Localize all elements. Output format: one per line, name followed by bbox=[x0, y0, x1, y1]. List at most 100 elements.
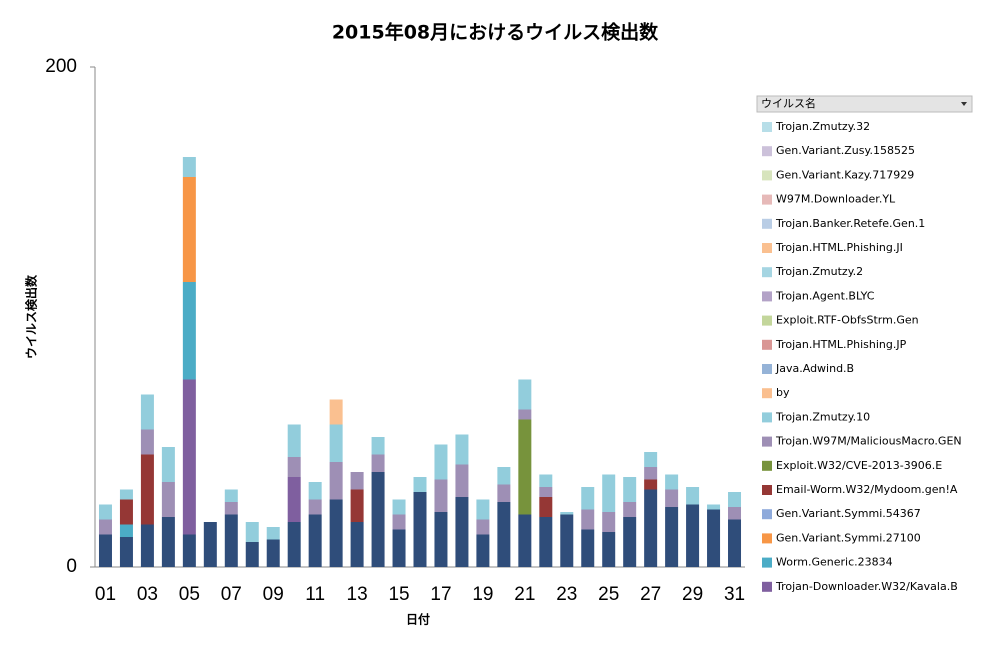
bar-segment bbox=[392, 529, 406, 567]
bar-segment bbox=[665, 489, 679, 507]
legend-label: by bbox=[776, 386, 790, 399]
legend-label: Exploit.W32/CVE-2013-3906.E bbox=[776, 459, 942, 472]
bar-segment bbox=[140, 394, 154, 430]
legend-label: Java.Adwind.B bbox=[775, 362, 854, 375]
legend-label: Trojan-Downloader.W32/Kavala.B bbox=[775, 580, 958, 593]
legend-label: Gen.Variant.Zusy.158525 bbox=[776, 144, 915, 157]
legend-swatch bbox=[762, 364, 772, 374]
bar-segment bbox=[413, 492, 427, 567]
bar-segment bbox=[308, 514, 322, 567]
legend-label: Exploit.RTF-ObfsStrm.Gen bbox=[776, 314, 919, 327]
x-tick-label: 15 bbox=[388, 584, 409, 605]
x-tick-label: 09 bbox=[263, 584, 284, 605]
bar-segment bbox=[182, 534, 196, 567]
bar-segment bbox=[539, 487, 553, 497]
legend-label: Trojan.HTML.Phishing.JI bbox=[775, 241, 903, 254]
bar-segment bbox=[476, 534, 490, 567]
y-tick-label: 200 bbox=[45, 56, 77, 77]
bar-segment bbox=[560, 514, 574, 567]
bar-segment bbox=[371, 454, 385, 472]
bar-segment bbox=[581, 487, 595, 510]
bar-segment bbox=[518, 514, 532, 567]
legend-label: Gen.Variant.Symmi.27100 bbox=[776, 531, 921, 544]
bar-segment bbox=[245, 522, 259, 542]
legend-label: Email-Worm.W32/Mydoom.gen!A bbox=[776, 483, 958, 496]
legend-title: ウイルス名 bbox=[761, 96, 816, 110]
bar-segment bbox=[245, 542, 259, 567]
bar-segment bbox=[308, 482, 322, 500]
bar-segment bbox=[644, 479, 658, 490]
legend-swatch bbox=[762, 315, 772, 326]
bar-segment bbox=[140, 429, 154, 455]
bar-segment bbox=[518, 379, 532, 410]
bar-segment bbox=[728, 492, 742, 507]
bar-segment bbox=[455, 434, 469, 465]
bar-segment bbox=[287, 424, 301, 457]
legend-swatch bbox=[762, 218, 772, 229]
bar-segment bbox=[581, 509, 595, 530]
legend-header[interactable] bbox=[756, 95, 973, 113]
bar-segment bbox=[434, 444, 448, 480]
x-tick-label: 23 bbox=[556, 584, 577, 605]
legend-label: W97M.Downloader.YL bbox=[776, 193, 896, 206]
bar-segment bbox=[728, 519, 742, 567]
legend-swatch bbox=[762, 581, 772, 592]
legend-label: Trojan.Zmutzy.10 bbox=[775, 410, 870, 423]
bar-segment bbox=[518, 419, 532, 515]
legend-swatch bbox=[762, 436, 772, 447]
x-tick-label: 11 bbox=[305, 584, 325, 605]
bar-segment bbox=[266, 539, 280, 567]
legend-swatch bbox=[762, 243, 772, 253]
x-tick-label: 17 bbox=[430, 584, 451, 605]
legend-swatch bbox=[762, 291, 772, 302]
legend-swatch bbox=[762, 509, 772, 520]
bar-segment bbox=[413, 477, 427, 492]
bar-segment bbox=[119, 489, 133, 500]
bar-segment bbox=[287, 522, 301, 567]
legend-swatch bbox=[762, 122, 772, 132]
bar-segment bbox=[161, 482, 175, 517]
bar-segment bbox=[686, 487, 700, 505]
x-tick-label: 13 bbox=[347, 584, 368, 605]
legend-label: Gen.Variant.Kazy.717929 bbox=[776, 168, 914, 181]
legend-swatch bbox=[762, 485, 772, 495]
legend-label: Trojan.W97M/MaliciousMacro.GEN bbox=[775, 435, 962, 448]
legend-swatch bbox=[762, 194, 772, 205]
legend-label: Trojan.Agent.BLYC bbox=[775, 289, 875, 302]
bar-segment bbox=[119, 499, 133, 525]
bar-segment bbox=[203, 522, 217, 567]
x-tick-label: 19 bbox=[472, 584, 493, 605]
bar-segment bbox=[602, 532, 616, 567]
bar-segment bbox=[161, 517, 175, 567]
legend-label: Trojan.HTML.Phishing.JP bbox=[775, 338, 907, 351]
legend-swatch bbox=[762, 388, 772, 399]
bar-segment bbox=[329, 499, 343, 567]
legend-swatch bbox=[762, 460, 772, 471]
y-axis-label: ウイルス検出数 bbox=[24, 274, 39, 359]
legend-swatch bbox=[762, 339, 772, 350]
chart-title: 2015年08月におけるウイルス検出数 bbox=[332, 21, 659, 44]
bar-segment bbox=[476, 499, 490, 520]
bar-segment bbox=[350, 522, 364, 567]
bar-segment bbox=[623, 502, 637, 517]
x-tick-label: 01 bbox=[95, 584, 116, 605]
legend-swatch bbox=[762, 267, 772, 278]
bar-segment bbox=[455, 464, 469, 497]
bar-segment bbox=[539, 474, 553, 487]
bar-segment bbox=[182, 157, 196, 177]
bar-segment bbox=[434, 479, 448, 512]
bar-segment bbox=[476, 519, 490, 535]
x-tick-label: 05 bbox=[179, 584, 200, 605]
bar-segment bbox=[665, 474, 679, 490]
bar-segment bbox=[728, 507, 742, 520]
legend-label: Worm.Generic.23834 bbox=[776, 556, 893, 569]
dropdown-arrow[interactable] bbox=[961, 102, 967, 106]
bar-segment bbox=[224, 514, 238, 567]
x-tick-label: 03 bbox=[137, 584, 158, 605]
bar-segment bbox=[287, 457, 301, 477]
bar-segment bbox=[644, 489, 658, 567]
bar-segment bbox=[518, 409, 532, 420]
legend-label: Trojan.Zmutzy.2 bbox=[775, 265, 863, 278]
bar-segment bbox=[665, 507, 679, 567]
